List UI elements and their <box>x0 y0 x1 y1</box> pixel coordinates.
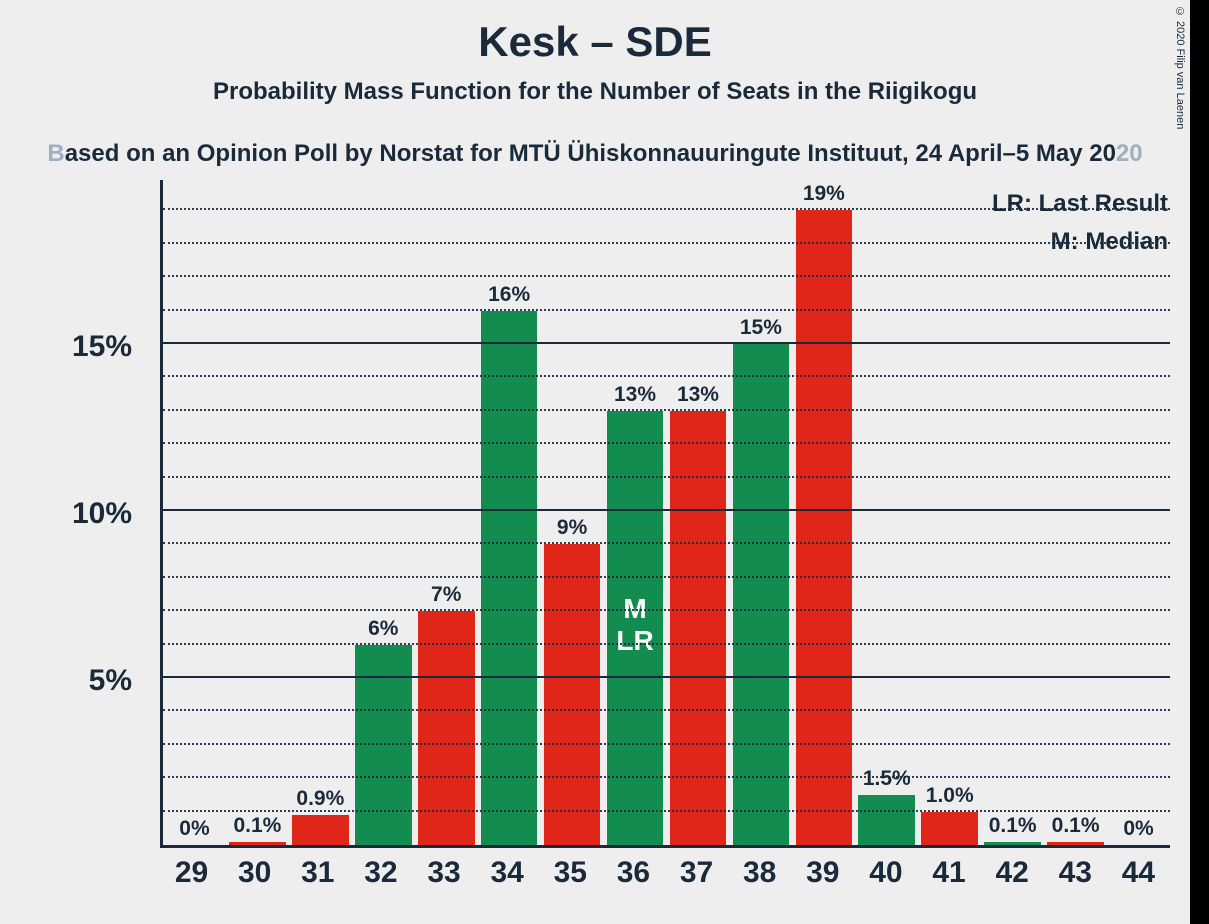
x-tick-label: 42 <box>981 856 1044 906</box>
bar: 19% <box>796 210 853 845</box>
x-tick-label: 43 <box>1044 856 1107 906</box>
bars-container: 0%0.1%0.9%6%7%16%9%13%MLR13%15%19%1.5%1.… <box>163 180 1170 845</box>
grid-minor <box>163 476 1170 478</box>
bar-slot: 15% <box>729 180 792 845</box>
grid-minor <box>163 643 1170 645</box>
plot-area: 0%0.1%0.9%6%7%16%9%13%MLR13%15%19%1.5%1.… <box>160 180 1170 848</box>
grid-minor <box>163 275 1170 277</box>
bar-slot: 0.9% <box>289 180 352 845</box>
source-main: ased on an Opinion Poll by Norstat for M… <box>65 140 1116 167</box>
grid-minor <box>163 576 1170 578</box>
x-tick-label: 44 <box>1107 856 1170 906</box>
bar-value-label: 0.9% <box>296 787 344 811</box>
grid-major <box>163 342 1170 344</box>
bar-value-label: 0.1% <box>989 814 1037 838</box>
x-tick-label: 39 <box>791 856 854 906</box>
bar-value-label: 6% <box>368 617 398 641</box>
bar-value-label: 0% <box>1123 817 1153 841</box>
x-tick-label: 40 <box>854 856 917 906</box>
bar: 0.1% <box>1047 842 1104 845</box>
bar-slot: 0.1% <box>226 180 289 845</box>
bar-value-label: 0.1% <box>233 814 281 838</box>
chart-canvas: © 2020 Filip van Laenen Kesk – SDE Proba… <box>0 0 1190 924</box>
bar-value-label: 7% <box>431 583 461 607</box>
grid-minor <box>163 442 1170 444</box>
grid-minor <box>163 208 1170 210</box>
grid-minor <box>163 309 1170 311</box>
grid-minor <box>163 375 1170 377</box>
bar-slot: 1.0% <box>918 180 981 845</box>
x-tick-label: 35 <box>539 856 602 906</box>
chart-source: Based on an Opinion Poll by Norstat for … <box>0 140 1190 168</box>
bar-slot: 0.1% <box>981 180 1044 845</box>
grid-minor <box>163 709 1170 711</box>
bar-value-label: 0% <box>179 817 209 841</box>
bar-slot: 0.1% <box>1044 180 1107 845</box>
x-tick-label: 34 <box>476 856 539 906</box>
grid-minor <box>163 542 1170 544</box>
chart-subtitle: Probability Mass Function for the Number… <box>0 78 1190 106</box>
bar: 0.1% <box>984 842 1041 845</box>
bar: 9% <box>544 544 601 845</box>
x-tick-label: 32 <box>349 856 412 906</box>
x-tick-label: 41 <box>918 856 981 906</box>
bar-value-label: 1.5% <box>863 767 911 791</box>
x-tick-label: 29 <box>160 856 223 906</box>
bar-value-label: 15% <box>740 316 782 340</box>
bar-slot: 1.5% <box>855 180 918 845</box>
grid-minor <box>163 776 1170 778</box>
bar-slot: 0% <box>1107 180 1170 845</box>
grid-minor <box>163 810 1170 812</box>
bar: 15% <box>733 344 790 845</box>
bar-value-label: 9% <box>557 516 587 540</box>
bar-slot: 19% <box>792 180 855 845</box>
x-tick-label: 33 <box>413 856 476 906</box>
bar: 0.9% <box>292 815 349 845</box>
bar-value-label: 0.1% <box>1052 814 1100 838</box>
source-suffix-faded: 20 <box>1116 140 1143 167</box>
x-tick-label: 36 <box>602 856 665 906</box>
bar-value-label: 1.0% <box>926 784 974 808</box>
bar: 1.0% <box>921 812 978 845</box>
bar-slot: 0% <box>163 180 226 845</box>
bar-slot: 7% <box>415 180 478 845</box>
grid-major <box>163 676 1170 678</box>
bar-value-label: 13% <box>614 383 656 407</box>
grid-minor <box>163 609 1170 611</box>
y-tick-label: 15% <box>72 330 132 364</box>
x-tick-label: 31 <box>286 856 349 906</box>
x-tick-label: 38 <box>728 856 791 906</box>
x-tick-label: 30 <box>223 856 286 906</box>
grid-minor <box>163 409 1170 411</box>
grid-minor <box>163 242 1170 244</box>
bar-value-label: 19% <box>803 182 845 206</box>
bar-slot: 13% <box>667 180 730 845</box>
chart-title: Kesk – SDE <box>0 18 1190 66</box>
bar-slot: 9% <box>541 180 604 845</box>
bar-value-label: 13% <box>677 383 719 407</box>
x-tick-label: 37 <box>665 856 728 906</box>
grid-minor <box>163 743 1170 745</box>
y-tick-label: 5% <box>89 664 132 698</box>
bar-overlay-marker: MLR <box>607 593 664 657</box>
bar-slot: 13% MLR <box>604 180 667 845</box>
bar: 1.5% <box>858 795 915 845</box>
bar-value-label: 16% <box>488 283 530 307</box>
y-tick-label: 10% <box>72 497 132 531</box>
bar-slot: 6% <box>352 180 415 845</box>
grid-major <box>163 509 1170 511</box>
x-axis-ticks: 29303132333435363738394041424344 <box>160 856 1170 906</box>
overlay-last-result: LR <box>607 625 664 657</box>
source-prefix-faded: B <box>47 140 64 167</box>
bar-slot: 16% <box>478 180 541 845</box>
bar: 0.1% <box>229 842 286 845</box>
